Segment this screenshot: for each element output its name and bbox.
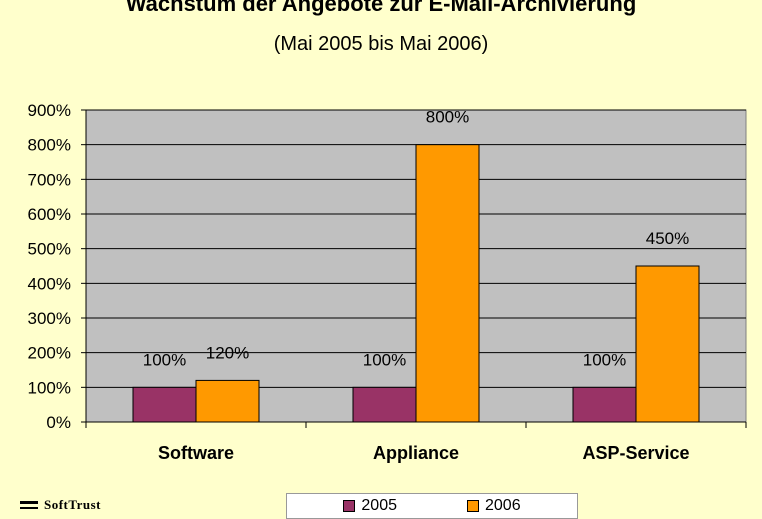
- bar-2006-software: [195, 379, 260, 423]
- y-tick-label: 500%: [28, 240, 71, 259]
- x-category-label: Software: [158, 443, 234, 463]
- x-category-label: Appliance: [373, 443, 459, 463]
- bar-2005-software: [132, 386, 197, 423]
- bar-2005-appliance: [352, 386, 417, 423]
- y-tick-label: 400%: [28, 274, 71, 293]
- y-tick-label: 600%: [28, 205, 71, 224]
- y-tick-label: 800%: [28, 136, 71, 155]
- legend-swatch-2005: [343, 500, 356, 512]
- data-label: 100%: [583, 350, 626, 369]
- y-tick-label: 700%: [28, 170, 71, 189]
- legend-label-2005: 2005: [361, 497, 397, 514]
- y-tick-label: 300%: [28, 309, 71, 328]
- legend-label-2006: 2006: [485, 497, 521, 514]
- y-tick-label: 900%: [28, 101, 71, 120]
- bar-2006-asp-service: [635, 265, 700, 423]
- y-tick-label: 0%: [46, 413, 71, 432]
- softtrust-logo: SoftTrust: [20, 497, 101, 513]
- bar-chart: 0% 100% 200% 300% 400% 500% 600% 700% 800% 900% So…: [28, 101, 747, 463]
- legend-item-2006: 2006: [467, 497, 521, 515]
- chart-subtitle: (Mai 2005 bis Mai 2006): [273, 33, 489, 55]
- data-label: 450%: [646, 229, 689, 248]
- data-label: 120%: [206, 343, 249, 362]
- legend-item-2005: 2005: [343, 497, 397, 515]
- logo-text: SoftTrust: [44, 497, 101, 512]
- x-category-label: ASP-Service: [582, 443, 689, 463]
- data-label: 800%: [426, 108, 469, 127]
- chart-legend: 2005 2006: [286, 493, 578, 519]
- y-tick-label: 200%: [28, 344, 71, 363]
- data-label: 100%: [143, 350, 186, 369]
- legend-swatch-2006: [467, 500, 479, 512]
- data-label: 100%: [363, 350, 406, 369]
- chart-title: Wachstum der Angebote zur E-Mail-Archivi…: [125, 0, 637, 16]
- y-tick-label: 100%: [28, 378, 71, 397]
- bar-2005-asp-service: [572, 386, 637, 423]
- bar-2006-appliance: [415, 144, 480, 423]
